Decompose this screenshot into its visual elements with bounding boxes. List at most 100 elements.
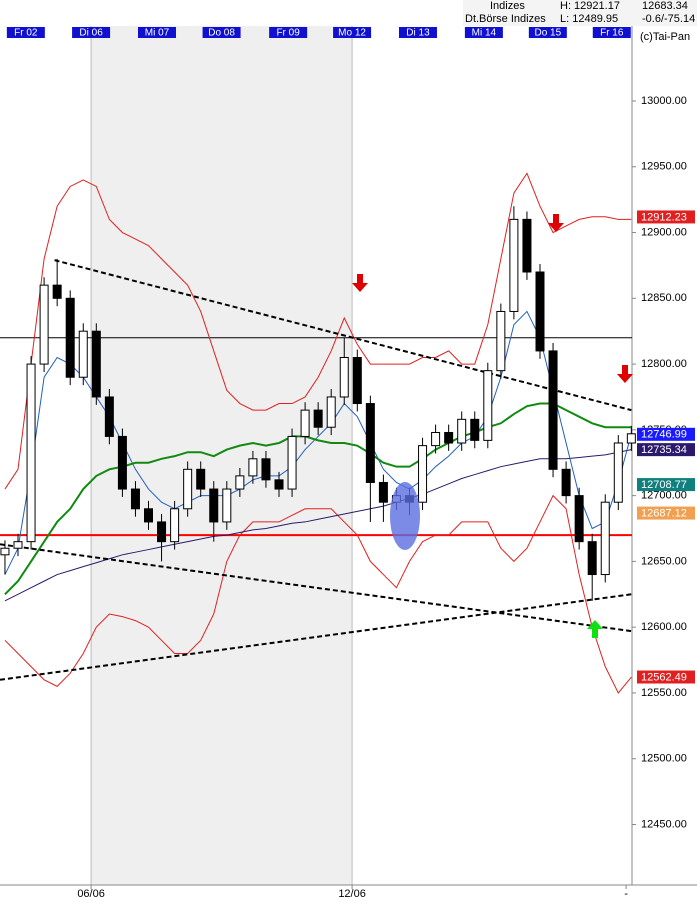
price-label-bg (637, 210, 695, 224)
day-label-bg (202, 27, 241, 38)
candle-body (248, 458, 258, 477)
day-label: Fr 02 (14, 28, 38, 39)
y-tick-label: 12500.00 (641, 753, 687, 765)
price-label: 12687.12 (641, 507, 687, 519)
day-label: Fr 16 (600, 28, 624, 39)
trend-line (0, 543, 632, 633)
candle-body (300, 409, 310, 437)
indicator-line (4, 494, 632, 694)
price-label: 12746.99 (641, 429, 687, 441)
indicator-line (4, 402, 632, 595)
x-tick-label: 06/06 (77, 888, 105, 900)
price-label: 12708.77 (641, 479, 687, 491)
candle-body (548, 350, 558, 470)
day-label-bg (528, 27, 567, 38)
trend-line (54, 259, 632, 412)
info-last: 12683.34 (642, 0, 688, 12)
shade (91, 26, 353, 885)
candle-body (587, 541, 597, 576)
candle-body (418, 445, 428, 503)
signal-arrow (352, 274, 368, 292)
candle-body (313, 409, 323, 428)
price-label-bg (637, 506, 695, 520)
candle-body (431, 431, 441, 447)
info-low: L: 12489.95 (560, 13, 618, 25)
candle-body (13, 541, 23, 549)
info-box (463, 0, 697, 26)
price-label-bg (637, 670, 695, 684)
candle-body (457, 418, 467, 444)
y-tick-label: 12650.00 (641, 555, 687, 567)
signal-arrow (548, 214, 564, 232)
candle-body (444, 431, 454, 444)
day-label-bg (269, 27, 308, 38)
day-label-bg (137, 27, 176, 38)
info-index: Dt.Börse Indizes (465, 13, 546, 25)
candle-body (144, 508, 154, 523)
day-label: Mo 12 (338, 28, 366, 39)
candle-body (65, 297, 75, 378)
candle-body (613, 442, 623, 503)
candle-body (222, 488, 232, 523)
x-tick-label: 12/06 (338, 888, 366, 900)
candle-body (339, 356, 349, 398)
candle-body (287, 435, 297, 490)
y-tick-label: 12950.00 (641, 161, 687, 173)
candle-body (78, 330, 88, 378)
candle-body (483, 370, 493, 441)
candle-body (130, 488, 140, 510)
candle-body (157, 521, 167, 543)
candle-body (365, 403, 375, 483)
price-label-bg (637, 427, 695, 441)
y-tick-label: 12900.00 (641, 226, 687, 238)
highlight (390, 482, 420, 550)
candle-body (39, 284, 49, 365)
day-label-bg (6, 27, 45, 38)
day-label: Do 08 (208, 28, 235, 39)
candle-body (26, 363, 36, 543)
candle-body (52, 284, 62, 299)
candle-body (91, 330, 101, 398)
y-tick-label: 12700.00 (641, 490, 687, 502)
y-tick-label: 12600.00 (641, 621, 687, 633)
info-high: H: 12921.17 (560, 0, 620, 12)
candle-body (626, 433, 636, 444)
price-label-bg (637, 478, 695, 492)
price-label-bg (637, 443, 695, 457)
copyright: (c)Tai-Pan (640, 31, 690, 43)
y-tick-label: 12450.00 (641, 818, 687, 830)
y-tick-label: 12850.00 (641, 292, 687, 304)
x-tick-label: - (624, 888, 628, 900)
info-change: -0.6/-75.14 (642, 13, 695, 25)
day-label: Fr 09 (276, 28, 300, 39)
candle-body (574, 495, 584, 543)
trend-line (0, 593, 632, 681)
day-label: Do 15 (534, 28, 561, 39)
indicator-line (4, 449, 632, 602)
day-label-bg (333, 27, 372, 38)
y-tick-label: 13000.00 (641, 95, 687, 107)
signal-arrow (587, 620, 603, 638)
candle-body (209, 488, 219, 523)
day-label: Di 13 (406, 28, 430, 39)
day-label-bg (72, 27, 111, 38)
day-label-bg (464, 27, 503, 38)
candle-body (0, 547, 10, 556)
y-tick-label: 12800.00 (641, 358, 687, 370)
day-label-bg (592, 27, 631, 38)
candle-body (352, 356, 362, 405)
candle-body (261, 458, 271, 481)
indicator-line (4, 172, 632, 490)
candle-body (496, 310, 506, 372)
candle-body (183, 468, 193, 510)
candle-body (235, 475, 245, 490)
candle-body (117, 435, 127, 490)
price-label: 12735.34 (641, 444, 687, 456)
candle-body (522, 218, 532, 273)
candle-body (196, 468, 206, 490)
candle-body (509, 218, 519, 312)
candle-body (535, 271, 545, 352)
candle-body (274, 479, 284, 490)
info-group: Indizes (490, 0, 525, 12)
